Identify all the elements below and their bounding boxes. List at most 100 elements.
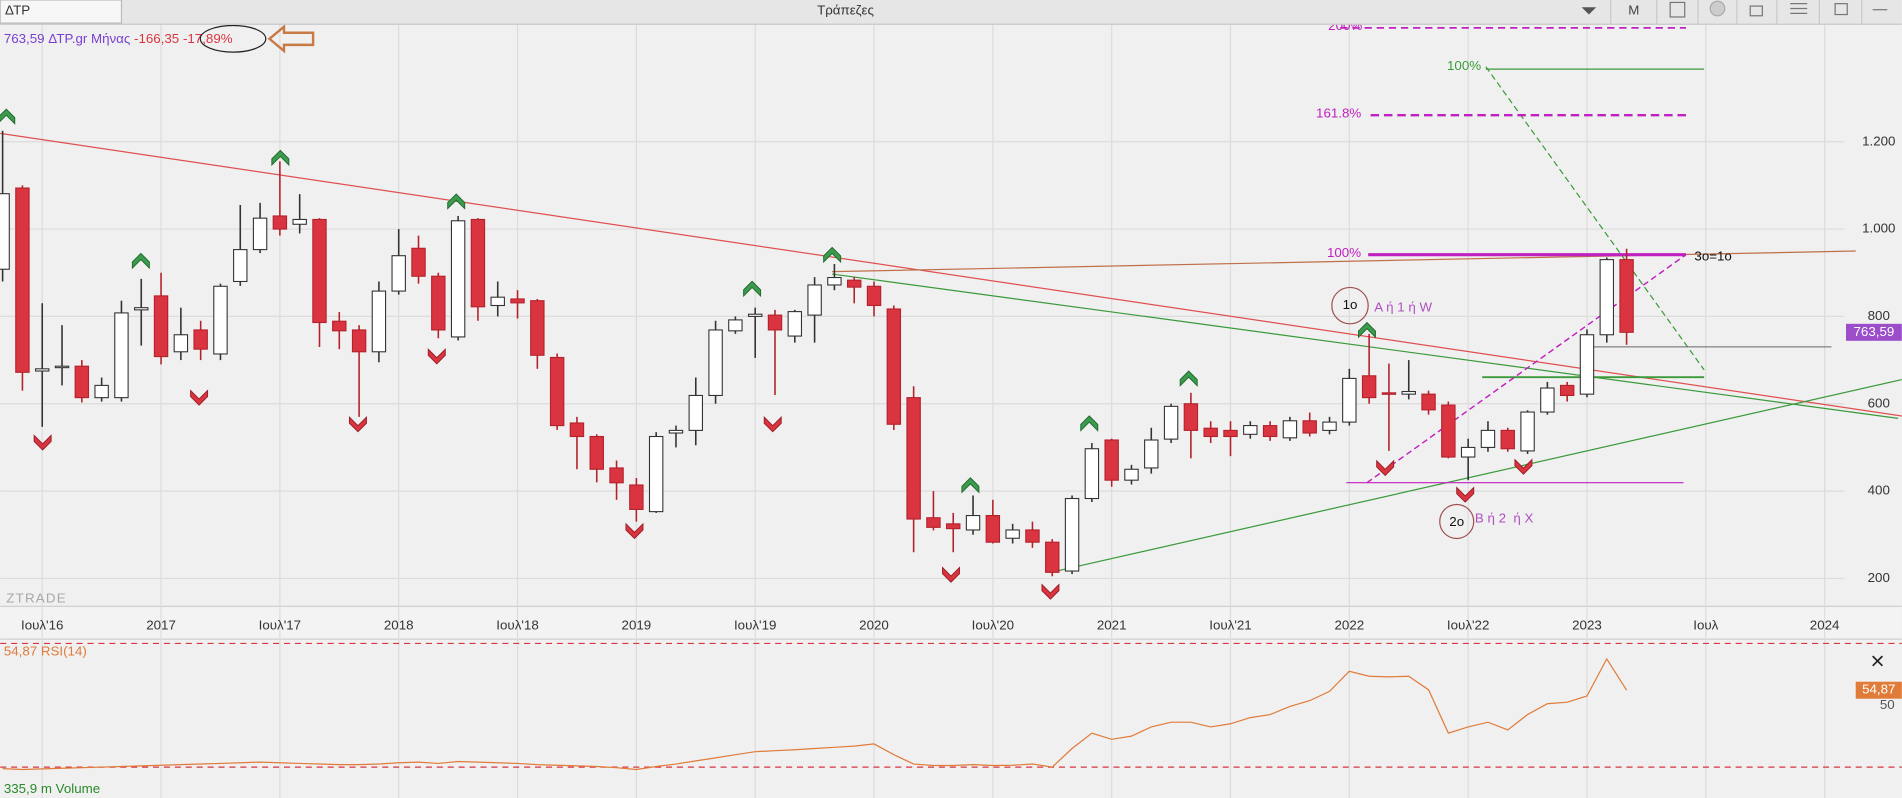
wave-label: 3ο=1ο <box>1694 249 1731 264</box>
candle-body <box>213 285 228 355</box>
candle-body <box>371 290 387 353</box>
candle-body <box>54 365 70 369</box>
axes: Ιουλ'16 2017 Ιουλ'17 2018 Ιουλ'18 2019 Ιουλ'19… <box>21 133 1902 632</box>
rsi-value-box <box>1855 681 1902 699</box>
candle-body <box>1124 468 1139 481</box>
period-button[interactable]: M <box>1628 2 1639 17</box>
candle-body <box>94 384 109 399</box>
price-box-label: 763,59 <box>1854 324 1895 339</box>
down-fractal <box>625 522 644 540</box>
down-fractal <box>763 416 782 433</box>
up-fractal <box>1080 415 1099 432</box>
menu-button[interactable] <box>1790 3 1808 14</box>
candle-body <box>708 329 723 397</box>
down-fractal <box>427 348 446 365</box>
candle-body <box>688 394 703 431</box>
x-tick-label: 2019 <box>622 617 652 632</box>
price-box <box>1846 323 1902 341</box>
comment-button[interactable] <box>1709 0 1726 17</box>
x-tick-label: Ιουλ'20 <box>972 617 1014 632</box>
x-tick-label: Ιουλ'17 <box>259 617 301 632</box>
candle-body <box>1480 429 1496 448</box>
down-fractal <box>1456 486 1475 503</box>
x-tick-label: 2020 <box>859 617 889 632</box>
x-axis-strip <box>0 606 1902 641</box>
candle-body <box>1559 384 1575 397</box>
toolbar-bg <box>0 0 1902 25</box>
candle-body <box>153 295 169 358</box>
candle-body <box>1203 427 1218 438</box>
rsi-legend-name: RSI(14) <box>41 643 87 658</box>
candle-body <box>1381 392 1397 395</box>
candle-body <box>114 312 129 399</box>
down-fractal <box>190 389 209 406</box>
x-tick-label: Ιουλ'22 <box>1447 617 1489 632</box>
fib-label: 100% <box>1327 245 1361 260</box>
wave-circle <box>1331 286 1369 325</box>
candle-body <box>827 276 842 286</box>
candle-body <box>431 275 446 331</box>
up-fractal <box>743 280 762 298</box>
dropdown-button[interactable] <box>1581 7 1597 15</box>
y-tick-label: 800 <box>1868 308 1890 323</box>
fib-label: 100% <box>1447 58 1481 73</box>
wave-text: Α ή 1 ή W <box>1374 300 1432 315</box>
candle-body <box>846 279 862 288</box>
x-tick-label: Ιουλ'19 <box>734 617 776 632</box>
candle-body <box>1064 497 1080 572</box>
candle-body <box>35 368 50 372</box>
candle-body <box>1302 420 1317 434</box>
lock-button[interactable] <box>1749 5 1763 17</box>
legend: 763,59 ΔΤΡ.gr Μήνας -166,35 -17,89% <box>4 30 233 45</box>
projection-line <box>1485 66 1705 371</box>
candle-body <box>1104 439 1119 481</box>
candle-body <box>530 300 545 356</box>
fib-label: 161.8% <box>1316 106 1361 121</box>
candle-body <box>1025 529 1040 543</box>
candle-body <box>1401 390 1416 395</box>
rsi-tick-label: 50 <box>1880 697 1895 712</box>
up-fractal <box>447 193 466 210</box>
candle-body <box>1243 425 1258 435</box>
candle-body <box>0 193 10 270</box>
x-tick-label: 2021 <box>1097 617 1127 632</box>
candle-body <box>490 296 505 307</box>
candle-body <box>648 435 664 513</box>
candle-body <box>1163 405 1179 440</box>
candle-body <box>1520 411 1535 452</box>
candle-body <box>926 517 941 528</box>
symbol-tab[interactable] <box>0 0 123 24</box>
legend-period: Μήνας <box>91 30 131 45</box>
fractal-markers <box>0 108 1533 600</box>
candle-body <box>549 356 565 427</box>
candle-body <box>747 313 763 317</box>
legend-change: -166,35 <box>134 30 179 45</box>
candle-body <box>569 422 585 438</box>
candle-body <box>589 435 604 470</box>
x-tick-label: 2017 <box>146 617 176 632</box>
y-tick-label: 400 <box>1868 483 1890 498</box>
down-fractal <box>1041 583 1060 600</box>
candle-body <box>1262 425 1278 438</box>
candle-body <box>1579 334 1595 395</box>
candle-body <box>1500 429 1515 450</box>
candle-body <box>1282 420 1298 439</box>
rsi-value-label: 54,87 <box>1862 682 1895 697</box>
up-fractal <box>823 246 842 264</box>
candle-body <box>1005 529 1020 539</box>
candle-body <box>292 218 307 225</box>
candle-body <box>629 484 644 510</box>
toolbar-title: Τράπεζες <box>817 2 874 17</box>
candle-body <box>134 307 149 311</box>
candle-body <box>252 217 268 251</box>
wave-text: Β ή 2 ή Χ <box>1475 511 1534 526</box>
wave-circle <box>1439 503 1475 540</box>
highlight-ellipse <box>199 24 267 53</box>
layout-button[interactable] <box>1669 1 1686 18</box>
candle-body <box>1223 429 1238 438</box>
restore-button[interactable] <box>1834 3 1848 16</box>
close-pane-button[interactable] <box>1872 655 1884 667</box>
candle-body <box>193 329 208 350</box>
candle-body <box>1144 439 1159 469</box>
